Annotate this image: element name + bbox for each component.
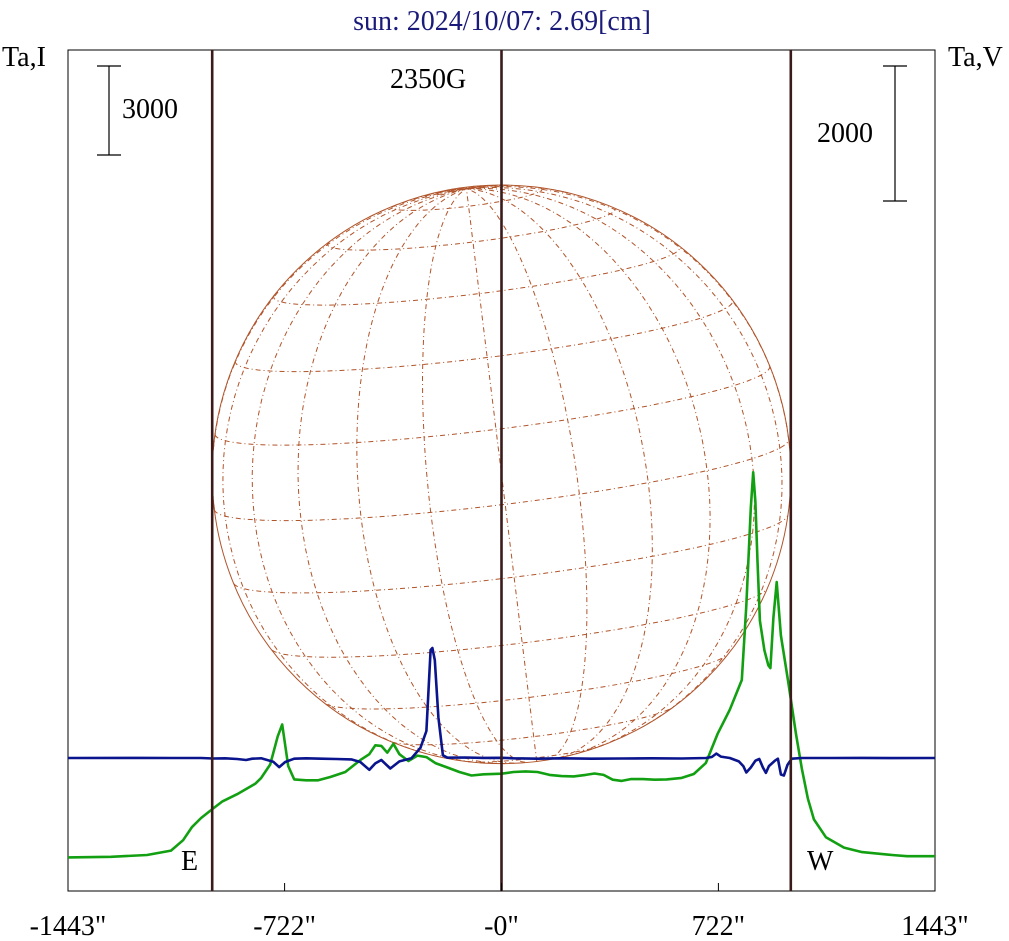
grid-meridian [466, 188, 653, 759]
grid-latitude [273, 245, 681, 306]
scale-bar-right [883, 65, 907, 202]
solar-disk-grid [211, 184, 792, 765]
grid-meridian [466, 188, 588, 760]
grid-latitude [326, 654, 728, 710]
grid-meridian [421, 188, 526, 763]
grid-latitude [271, 589, 768, 658]
x-tick-group: -1443" -722" -0" 722" 1443" [30, 883, 969, 941]
grid-meridian [466, 185, 475, 190]
grid-meridian [211, 188, 467, 510]
marker-group [210, 50, 793, 891]
scale-bar-left [97, 65, 121, 156]
left-axis-label: Ta,I [2, 42, 46, 73]
polarization-curve [67, 646, 936, 777]
grid-meridian [297, 188, 505, 765]
east-limb-label: E [181, 846, 198, 877]
grid-meridian [466, 185, 482, 190]
x-tick-label: 1443" [901, 911, 968, 941]
series-group [67, 471, 936, 859]
grid-meridian [251, 188, 485, 764]
grid-latitude [234, 299, 734, 373]
grid-meridian [356, 188, 515, 764]
grid-latitude [214, 366, 771, 446]
grid-meridian [466, 186, 790, 440]
grid-meridian [458, 187, 467, 190]
intensity-curve [67, 471, 935, 859]
x-tick-label: -722" [253, 911, 316, 941]
grid-meridian [466, 186, 783, 725]
grid-meridian [466, 187, 755, 751]
grid-latitude [391, 707, 673, 746]
grid-meridian [466, 188, 711, 757]
x-tick-label: -1443" [30, 911, 107, 941]
grid-latitude [233, 515, 789, 594]
grid-meridian [466, 185, 568, 194]
grid-meridian [445, 188, 467, 192]
scale-bar-right-label: 2000 [817, 118, 873, 149]
x-tick-label: -0" [484, 911, 519, 941]
x-tick-label: 722" [692, 911, 745, 941]
field-annotation: 2350G [390, 64, 466, 95]
west-limb-label: W [807, 846, 834, 877]
scale-bar-left-label: 3000 [122, 94, 178, 125]
grid-meridian [222, 188, 467, 753]
chart-title: sun: 2024/10/07: 2.69[cm] [353, 6, 651, 37]
grid-meridian [466, 185, 488, 190]
right-axis-label: Ta,V [948, 42, 1003, 73]
